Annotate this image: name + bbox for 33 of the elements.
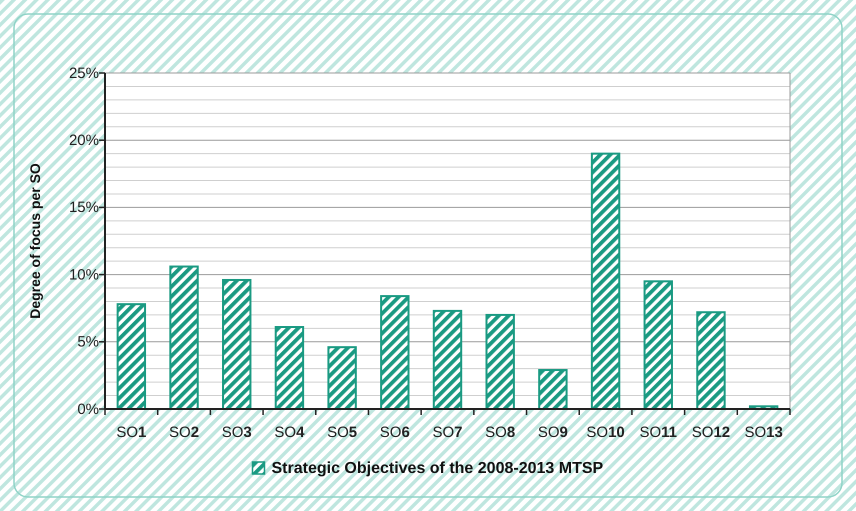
x-tick-label: SO3 — [222, 424, 252, 441]
x-tick-label: SO8 — [485, 424, 516, 441]
y-tick-label: 10% — [68, 266, 99, 284]
y-tick-label: 0% — [77, 400, 99, 418]
bar — [644, 280, 673, 410]
bar — [696, 311, 726, 410]
x-tick-label: SO9 — [538, 424, 568, 441]
x-tick-label: SO2 — [169, 424, 200, 441]
y-tick-label: 5% — [77, 334, 99, 351]
bar — [274, 326, 304, 410]
bar — [538, 369, 568, 410]
bar — [432, 310, 462, 410]
bar — [222, 278, 252, 410]
y-tick-label: 15% — [68, 199, 99, 216]
legend-label: Strategic Objectives of the 2008-2013 MTSP — [271, 460, 604, 477]
x-tick-label: SO1 — [116, 424, 146, 441]
x-tick-label: SO7 — [432, 424, 463, 441]
x-tick-label: SO6 — [380, 424, 410, 441]
x-tick-label: SO11 — [639, 424, 678, 441]
x-tick-label: SO10 — [586, 424, 625, 441]
y-tick-label: 20% — [68, 132, 99, 149]
x-tick-label: SO4 — [274, 424, 306, 441]
x-tick-label: SO13 — [744, 424, 783, 441]
bar — [327, 346, 357, 410]
bar — [485, 314, 515, 410]
bar — [380, 295, 410, 410]
y-axis-title: Degree of focus per SO — [27, 163, 43, 319]
x-tick-label: SO5 — [327, 424, 358, 441]
bar — [590, 152, 620, 410]
bar — [116, 303, 146, 410]
y-tick-label: 25% — [68, 64, 99, 82]
x-tick-label: SO12 — [692, 424, 730, 441]
bar — [169, 266, 199, 410]
